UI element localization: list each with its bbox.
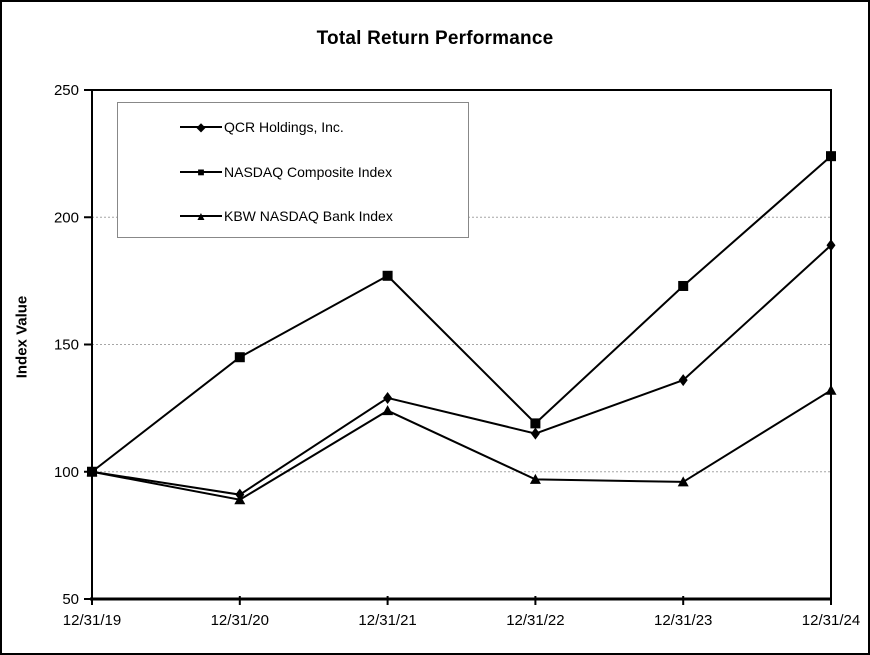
y-tick-label: 100 — [54, 464, 79, 481]
series-line-nasdaq-composite-index — [91, 155, 832, 473]
legend-sample-diamond: ◆ — [180, 120, 222, 134]
square-marker-nasdaq-composite-index — [826, 151, 836, 162]
triangle-marker-kbw-nasdaq-bank-index — [86, 466, 98, 477]
series-line-kbw-nasdaq-bank-index — [91, 389, 832, 501]
legend-sample-triangle: ▲ — [180, 209, 222, 223]
legend-label: NASDAQ Composite Index — [224, 163, 393, 180]
legend-label: QCR Holdings, Inc. — [224, 119, 344, 135]
legend-line — [180, 170, 222, 173]
y-tick-label: 150 — [54, 337, 79, 354]
square-marker-nasdaq-composite-index — [234, 352, 245, 363]
triangle-marker-kbw-nasdaq-bank-index — [677, 476, 689, 487]
square-marker-nasdaq-composite-index — [382, 270, 393, 281]
legend: ◆ QCR Holdings, Inc. ■ NASDAQ Composite … — [117, 102, 469, 238]
diamond-marker-qcr-holdings-inc — [826, 239, 836, 252]
triangle-marker-kbw-nasdaq-bank-index — [382, 405, 394, 416]
square-marker-nasdaq-composite-index — [678, 280, 689, 291]
square-marker-nasdaq-composite-index — [530, 418, 541, 429]
series-line-qcr-holdings-inc — [91, 244, 832, 496]
y-tick-label: 200 — [54, 209, 79, 226]
chart-title: Total Return Performance — [316, 28, 554, 49]
diamond-marker-qcr-holdings-inc — [530, 427, 540, 440]
diamond-marker-qcr-holdings-inc — [383, 391, 393, 404]
x-tick-label: 12/31/24 — [802, 612, 860, 629]
diamond-marker-qcr-holdings-inc — [678, 374, 688, 387]
legend-line — [180, 215, 222, 217]
legend-sample-square: ■ — [180, 165, 222, 179]
x-tick-label: 12/31/19 — [63, 612, 121, 629]
x-tick-label: 12/31/22 — [506, 612, 564, 629]
x-tick-label: 12/31/23 — [654, 612, 712, 629]
triangle-marker-icon: ▲ — [195, 209, 207, 223]
diamond-marker-icon: ◆ — [196, 120, 206, 134]
legend-entry-kbw-nasdaq-bank: ▲ KBW NASDAQ Bank Index — [180, 207, 458, 225]
legend-label: KBW NASDAQ Bank Index — [224, 208, 393, 224]
triangle-marker-kbw-nasdaq-bank-index — [529, 473, 541, 484]
legend-entry-nasdaq-composite: ■ NASDAQ Composite Index — [180, 163, 458, 181]
triangle-marker-kbw-nasdaq-bank-index — [825, 384, 837, 395]
square-marker-icon: ■ — [197, 164, 205, 179]
legend-entry-qcr-holdings: ◆ QCR Holdings, Inc. — [180, 118, 458, 136]
triangle-marker-kbw-nasdaq-bank-index — [234, 494, 246, 505]
legend-line — [180, 126, 222, 128]
x-tick-label: 12/31/21 — [358, 612, 416, 629]
y-tick-label: 50 — [62, 591, 79, 608]
x-tick-label: 12/31/20 — [211, 612, 269, 629]
y-tick-label: 250 — [54, 82, 79, 99]
